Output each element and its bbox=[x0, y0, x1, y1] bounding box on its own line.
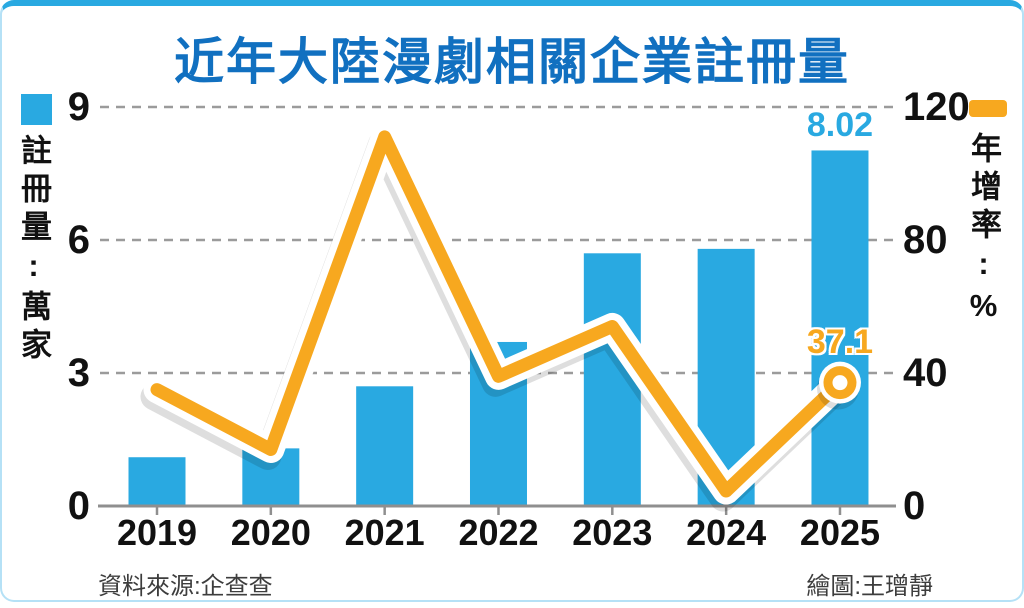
y-left-tick-3: 3 bbox=[67, 351, 90, 395]
line-legend-swatch bbox=[969, 100, 1007, 117]
y-right-tick-120: 120 bbox=[903, 85, 970, 129]
plot-area bbox=[98, 105, 896, 515]
x-label-2024: 2024 bbox=[686, 512, 767, 553]
line-value-label: 37.1 bbox=[806, 322, 874, 361]
x-label-2021: 2021 bbox=[344, 512, 425, 553]
illustrator-credit: 繪圖:王璔靜 bbox=[806, 573, 933, 600]
x-label-2025: 2025 bbox=[799, 512, 881, 553]
y-right-tick-80: 80 bbox=[903, 218, 948, 262]
y-left-tick-6: 6 bbox=[67, 218, 90, 262]
x-label-2023: 2023 bbox=[572, 512, 653, 553]
bar-2021 bbox=[356, 386, 414, 506]
chart-title: 近年大陸漫劇相關企業註冊量 bbox=[174, 34, 850, 90]
y-right-tick-0: 0 bbox=[903, 484, 926, 528]
data-source-note: 資料來源:企查查 bbox=[98, 573, 273, 600]
y-left-tick-0: 0 bbox=[67, 484, 90, 528]
y-right-tick-40: 40 bbox=[903, 351, 948, 395]
growth-line bbox=[150, 130, 847, 498]
bar-2023 bbox=[583, 253, 641, 506]
end-point-marker bbox=[823, 366, 857, 400]
bar-2019 bbox=[128, 457, 186, 506]
x-label-2022: 2022 bbox=[458, 512, 539, 553]
bar-legend-swatch bbox=[21, 94, 52, 125]
left-axis-title: 註冊量:萬家 bbox=[16, 134, 51, 366]
bar-value-label: 8.02 bbox=[806, 106, 874, 145]
bar-2025 bbox=[811, 150, 869, 507]
x-label-2020: 2020 bbox=[230, 512, 311, 553]
x-label-2019: 2019 bbox=[116, 512, 198, 553]
right-axis-title: 年增率:% bbox=[966, 132, 1001, 330]
y-left-tick-9: 9 bbox=[67, 85, 90, 129]
